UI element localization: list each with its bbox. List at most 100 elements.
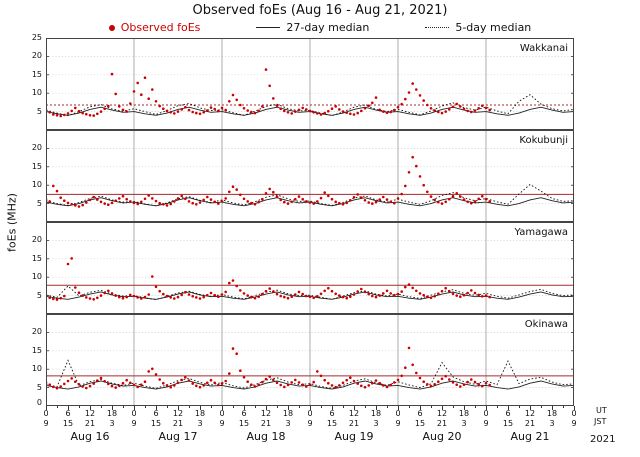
- x-tick-label-jst: 9: [43, 419, 49, 428]
- x-tick-mark: [343, 406, 344, 408]
- x-tick-label-jst: 3: [109, 419, 115, 428]
- x-tick-label-ut: 6: [241, 409, 247, 418]
- x-tick-mark: [211, 406, 212, 408]
- x-tick-label-jst: 3: [549, 419, 555, 428]
- x-tick-mark: [156, 406, 157, 410]
- x-tick-label-ut: 6: [417, 409, 423, 418]
- x-tick-label-ut: 6: [153, 409, 159, 418]
- y-tick-label: 5: [36, 290, 42, 300]
- x-tick-label-jst: 21: [524, 419, 536, 428]
- y-tick-label: 15: [31, 69, 42, 79]
- x-tick-label-ut: 12: [348, 409, 360, 418]
- x-tick-label-jst: 21: [84, 419, 96, 428]
- x-tick-mark: [453, 406, 454, 408]
- x-tick-label-ut: 0: [219, 409, 225, 418]
- gridlines: [46, 314, 574, 406]
- x-tick-label-ut: 18: [370, 409, 382, 418]
- x-tick-mark: [123, 406, 124, 408]
- x-tick-mark: [376, 406, 377, 410]
- x-tick-label-jst: 9: [219, 419, 225, 428]
- panel-okinawa: [44, 314, 575, 406]
- x-tick-mark: [420, 406, 421, 410]
- panel-wakkanai: [44, 38, 575, 130]
- x-tick-label-ut: 0: [483, 409, 489, 418]
- legend-median5: 5-day median: [425, 21, 531, 34]
- x-tick-label-jst: 9: [307, 419, 313, 428]
- panel-yamagawa-plot: [44, 222, 575, 314]
- solid-line-icon: [256, 27, 281, 28]
- x-tick-label-jst: 3: [197, 419, 203, 428]
- observed-points: [44, 346, 492, 390]
- x-tick-mark: [277, 406, 278, 408]
- x-tick-label-ut: 12: [436, 409, 448, 418]
- x-tick-mark: [101, 406, 102, 408]
- y-tick-label: 20: [31, 51, 42, 61]
- x-tick-label-jst: 9: [571, 419, 577, 428]
- x-tick-label-ut: 0: [395, 409, 401, 418]
- station-name-yamagawa: Yamagawa: [514, 227, 568, 238]
- x-tick-mark: [508, 406, 509, 410]
- observed-points: [44, 68, 492, 118]
- x-tick-label-jst: 9: [483, 419, 489, 428]
- x-tick-mark: [354, 406, 355, 410]
- x-tick-label-jst: 15: [414, 419, 426, 428]
- y-tick-label: 10: [31, 364, 42, 374]
- x-tick-label-ut: 18: [458, 409, 470, 418]
- x-tick-mark: [167, 406, 168, 408]
- legend-observed-label: Observed foEs: [120, 21, 201, 34]
- legend: Observed foEs 27-day median 5-day median: [0, 21, 640, 34]
- y-tick-label: 15: [31, 253, 42, 263]
- y-tick-label: 10: [31, 272, 42, 282]
- x-tick-label-jst: 15: [326, 419, 338, 428]
- x-tick-mark: [244, 406, 245, 410]
- x-tick-mark: [464, 406, 465, 410]
- date-aug18: Aug 18: [246, 430, 286, 443]
- x-tick-mark: [365, 406, 366, 408]
- x-tick-mark: [112, 406, 113, 410]
- x-tick-label-jst: 3: [285, 419, 291, 428]
- jst-axis-label: JST: [594, 417, 607, 426]
- date-aug17: Aug 17: [158, 430, 198, 443]
- x-tick-label-ut: 0: [43, 409, 49, 418]
- x-tick-mark: [442, 406, 443, 410]
- chart-title: Observed foEs (Aug 16 - Aug 21, 2021): [192, 3, 448, 18]
- panel-wakkanai-plot: [44, 38, 575, 130]
- x-tick-mark: [574, 406, 575, 410]
- x-tick-mark: [310, 406, 311, 410]
- y-axis-label: foEs (MHz): [5, 193, 19, 252]
- x-tick-mark: [46, 406, 47, 410]
- y-tick-label: 10: [31, 88, 42, 98]
- x-tick-mark: [57, 406, 58, 408]
- x-tick-label-ut: 18: [282, 409, 294, 418]
- y-tick-label: 20: [31, 235, 42, 245]
- x-tick-label-jst: 15: [502, 419, 514, 428]
- x-tick-label-ut: 18: [546, 409, 558, 418]
- legend-median27: 27-day median: [256, 21, 369, 34]
- x-tick-mark: [222, 406, 223, 410]
- x-tick-mark: [398, 406, 399, 410]
- ut-axis-label: UT: [596, 406, 607, 415]
- x-tick-mark: [178, 406, 179, 410]
- x-tick-mark: [134, 406, 135, 410]
- x-tick-mark: [299, 406, 300, 408]
- x-tick-label-jst: 15: [62, 419, 74, 428]
- x-tick-label-ut: 12: [172, 409, 184, 418]
- x-tick-label-jst: 9: [395, 419, 401, 428]
- panel-kokubunji-plot: [44, 130, 575, 222]
- x-tick-mark: [497, 406, 498, 408]
- x-tick-label-ut: 6: [65, 409, 71, 418]
- x-tick-mark: [90, 406, 91, 410]
- legend-median5-label: 5-day median: [455, 21, 532, 34]
- x-tick-label-ut: 12: [524, 409, 536, 418]
- x-tick-mark: [486, 406, 487, 410]
- y-tick-label: 5: [36, 106, 42, 116]
- station-name-kokubunji: Kokubunji: [519, 135, 568, 146]
- x-tick-mark: [145, 406, 146, 408]
- x-tick-label-jst: 9: [131, 419, 137, 428]
- date-aug20: Aug 20: [422, 430, 462, 443]
- x-tick-mark: [321, 406, 322, 408]
- observed-dot-icon: [108, 24, 115, 31]
- x-tick-label-ut: 0: [307, 409, 313, 418]
- x-tick-mark: [541, 406, 542, 408]
- x-tick-label-jst: 21: [260, 419, 272, 428]
